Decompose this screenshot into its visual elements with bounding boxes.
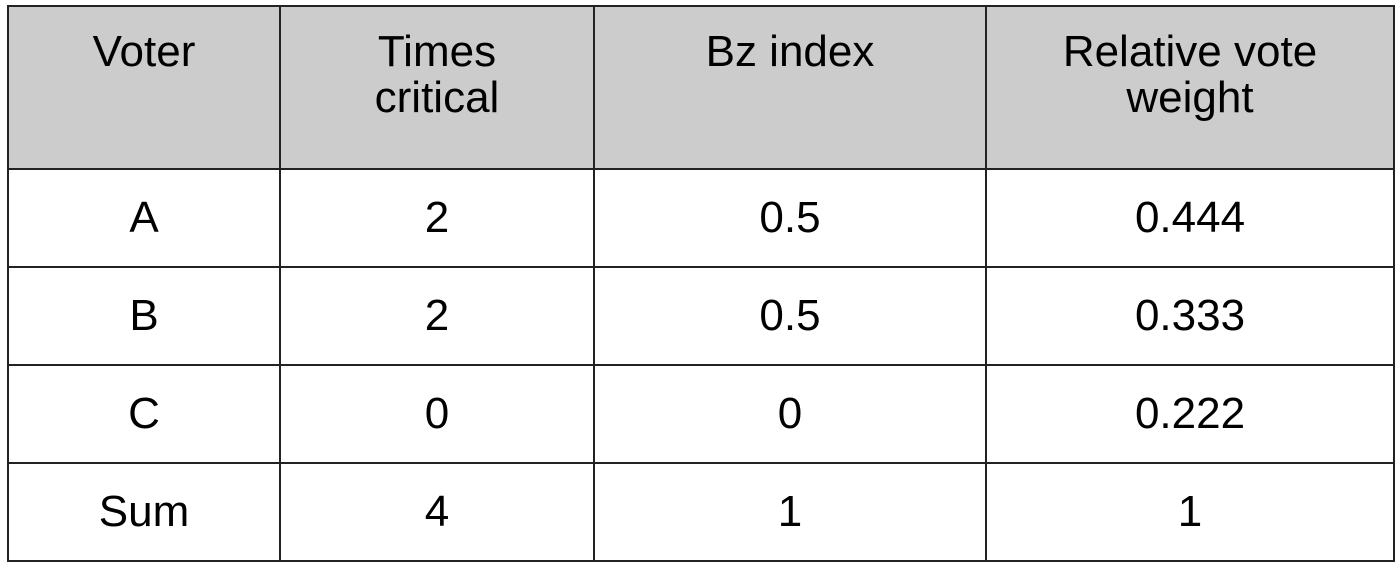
table: Voter Times critical Bz index Relative vote w… <box>7 5 1395 562</box>
table-row: A 2 0.5 0.444 <box>7 168 1395 268</box>
table-body: A 2 0.5 0.444 B 2 0.5 0.333 C 0 0 0.222 Sum 4 1 1 <box>7 168 1395 562</box>
table-cell: 0.222 <box>985 364 1395 464</box>
table-cell: 2 <box>279 266 595 366</box>
table-cell: 0 <box>593 364 987 464</box>
header-cell: Bz index <box>593 5 987 170</box>
header-text: Times <box>377 27 497 76</box>
table-cell: 1 <box>985 462 1395 562</box>
header-row: Voter Times critical Bz index Relative vote w… <box>7 5 1395 170</box>
header-text: weight <box>1126 73 1254 122</box>
header-cell: Times critical <box>279 5 595 170</box>
table-cell: 4 <box>279 462 595 562</box>
header-cell: Voter <box>7 5 281 170</box>
table-cell: 1 <box>593 462 987 562</box>
table-cell: Sum <box>7 462 281 562</box>
table-cell: 0.5 <box>593 168 987 268</box>
table-cell: A <box>7 168 281 268</box>
table-row: B 2 0.5 0.333 <box>7 266 1395 366</box>
header-cell: Relative vote weight <box>985 5 1395 170</box>
table-cell: 0.333 <box>985 266 1395 366</box>
table-cell: C <box>7 364 281 464</box>
table-row: C 0 0 0.222 <box>7 364 1395 464</box>
header-text: Relative vote <box>1062 27 1318 76</box>
table-cell: 0.444 <box>985 168 1395 268</box>
table-cell: 0.5 <box>593 266 987 366</box>
table-cell: 2 <box>279 168 595 268</box>
header-text: Voter <box>92 27 196 76</box>
table-cell: B <box>7 266 281 366</box>
table-row: Sum 4 1 1 <box>7 462 1395 562</box>
table-cell: 0 <box>279 364 595 464</box>
header-text: Bz index <box>705 27 875 76</box>
header-text: critical <box>374 73 500 122</box>
table-wrapper: Voter Times critical Bz index Relative vote w… <box>7 5 1395 562</box>
